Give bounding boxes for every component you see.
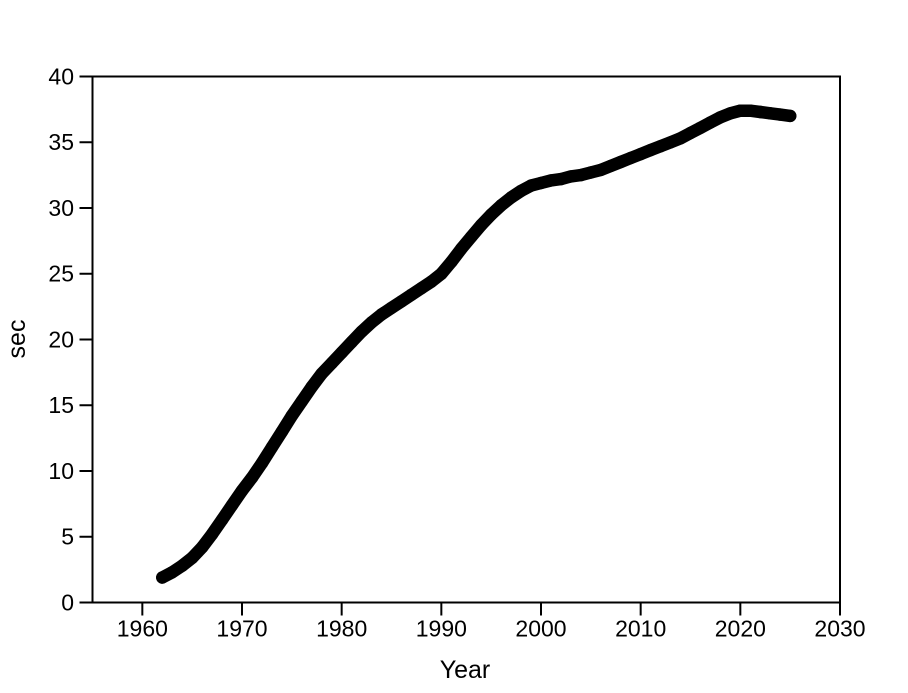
data-point-marker [156,571,169,584]
data-point-marker [205,527,219,541]
x-tick-label: 1960 [117,616,168,642]
data-point-marker [235,484,249,497]
y-tick-label: 0 [61,589,74,615]
data-point-marker [504,191,518,204]
x-axis-title: Year [439,656,491,684]
data-point-marker [614,155,627,169]
data-point-marker [455,242,468,255]
data-point-marker [295,395,308,408]
data-point-marker [365,316,378,329]
data-point-marker [664,136,677,149]
data-point-marker [784,109,797,123]
data-point-marker [305,380,318,393]
data-point-marker [425,275,438,288]
data-point-marker [176,559,189,572]
y-tick-label: 30 [48,195,74,221]
y-axis-title: sec [3,319,31,359]
data-point-marker [754,105,767,119]
data-point-marker [225,499,239,512]
data-point-marker [325,357,338,370]
data-point-marker [186,551,199,564]
data-point-marker [554,172,568,186]
data-point-marker [255,456,269,470]
data-point-marker [744,104,757,117]
y-tick-label: 25 [48,261,74,287]
data-series [156,104,797,584]
data-point-marker [195,541,209,554]
data-series-line [156,104,797,584]
data-point-marker [375,308,388,321]
x-tick-label: 1990 [416,616,467,642]
y-tick-label: 40 [48,63,74,89]
data-point-marker [584,166,597,179]
data-point-marker [654,140,667,153]
data-point-marker [485,208,498,221]
data-point-marker [335,346,348,359]
data-point-marker [355,325,368,338]
plot-box-frame [91,75,841,604]
data-point-marker [345,335,358,349]
data-point-marker [574,168,588,182]
data-point-marker [714,111,727,124]
data-point-marker [764,107,777,120]
data-point-marker [494,199,508,212]
data-point-marker [734,104,747,117]
x-tick-label: 1980 [316,616,367,642]
data-point-marker [265,441,279,454]
data-point-marker [634,147,647,161]
data-point-marker [385,301,398,315]
x-tick-label: 2010 [615,616,666,642]
data-point-marker [644,143,657,157]
data-point-marker [594,163,607,177]
data-point-marker [475,218,488,232]
data-point-marker [275,425,289,438]
data-point-marker [564,170,578,183]
axis-ticks [79,75,841,616]
x-tick-label: 1970 [216,616,267,642]
y-tick-label: 15 [48,392,74,418]
data-point-marker [674,132,687,145]
axis-tick-labels: 1960 1970 1980 1990 2000 2010 2020 203005101520… [48,63,865,641]
data-point-marker [315,367,328,380]
data-point-marker [285,409,298,422]
data-point-marker [395,295,408,308]
y-tick-label: 35 [48,129,74,155]
data-point-marker [704,116,717,129]
data-point-marker [245,471,259,484]
y-tick-label: 10 [48,458,74,484]
data-point-marker [465,230,478,244]
data-point-marker [724,107,737,120]
plot-frame [91,75,841,604]
data-point-marker [514,184,528,198]
data-point-marker [544,174,558,187]
data-point-marker [604,159,617,173]
data-point-marker [684,126,697,140]
data-point-marker [534,176,548,190]
data-point-marker [524,179,538,192]
data-point-marker [166,566,179,579]
x-tick-label: 2000 [515,616,566,642]
data-point-marker [774,108,787,121]
data-point-marker [215,513,229,526]
data-point-marker [624,151,637,165]
y-tick-label: 20 [48,326,74,352]
data-point-marker [415,282,428,295]
data-point-marker [445,255,458,269]
data-point-marker [694,121,707,134]
x-tick-label: 2020 [715,616,766,642]
data-point-marker [435,267,448,280]
data-point-marker [405,288,418,301]
x-tick-label: 2030 [814,616,865,642]
y-tick-label: 5 [61,524,74,550]
